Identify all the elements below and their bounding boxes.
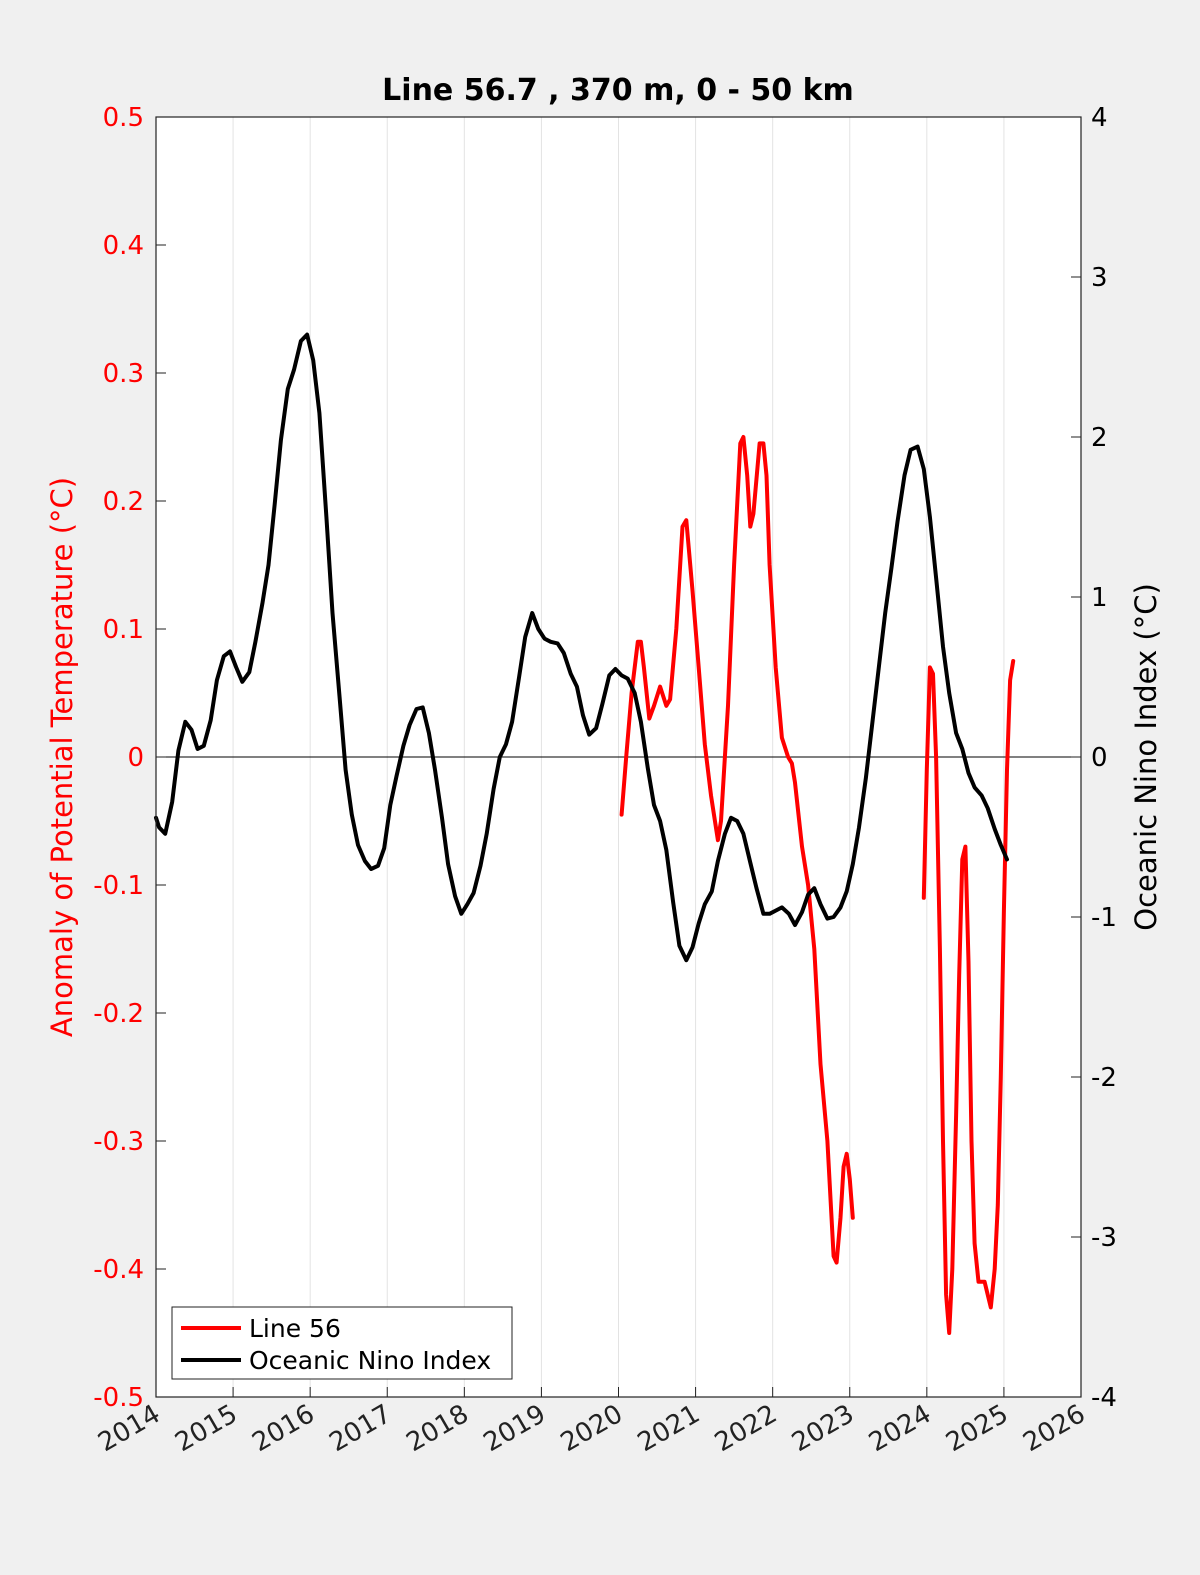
- left-tick-label: 0.3: [103, 359, 144, 389]
- legend-box: [171, 1306, 513, 1380]
- left-tick-label: -0.2: [93, 999, 144, 1029]
- left-tick-label: 0.2: [103, 487, 144, 517]
- right-tick-label: 0: [1091, 743, 1108, 773]
- right-tick-label: -1: [1091, 903, 1117, 933]
- left-tick-label: 0.4: [103, 231, 144, 261]
- legend-label-oni: Oceanic Nino Index: [249, 1346, 491, 1375]
- series-lines: [154, 332, 1016, 1335]
- right-tick-label: -3: [1091, 1223, 1117, 1253]
- right-tick-label: 2: [1091, 423, 1108, 453]
- left-tick-label: 0: [127, 743, 144, 773]
- left-tick-label: -0.5: [93, 1383, 144, 1413]
- oni-series-segment-1: [154, 332, 1009, 963]
- left-tick-label: -0.3: [93, 1127, 144, 1157]
- right-tick-label: -2: [1091, 1063, 1117, 1093]
- left-tick-label: -0.4: [93, 1255, 144, 1285]
- right-tick-label: 4: [1091, 103, 1108, 133]
- left-tick-label: 0.1: [103, 615, 144, 645]
- legend-label-line-56: Line 56: [249, 1314, 341, 1343]
- legend: Line 56 Oceanic Nino Index: [171, 1306, 513, 1380]
- line-56-series-segment-1: [619, 435, 855, 1265]
- left-axis-label: Anomaly of Potential Temperature (°C): [45, 477, 79, 1037]
- right-tick-label: -4: [1091, 1383, 1117, 1413]
- chart-title: Line 56.7 , 370 m, 0 - 50 km: [382, 73, 854, 108]
- right-tick-label: 1: [1091, 583, 1108, 613]
- right-tick-label: 3: [1091, 263, 1108, 293]
- line-56-series-segment-2: [921, 659, 1016, 1335]
- left-tick-label: 0.5: [103, 103, 144, 133]
- left-tick-label: -0.1: [93, 871, 144, 901]
- right-axis-label: Oceanic Nino Index (°C): [1129, 583, 1163, 931]
